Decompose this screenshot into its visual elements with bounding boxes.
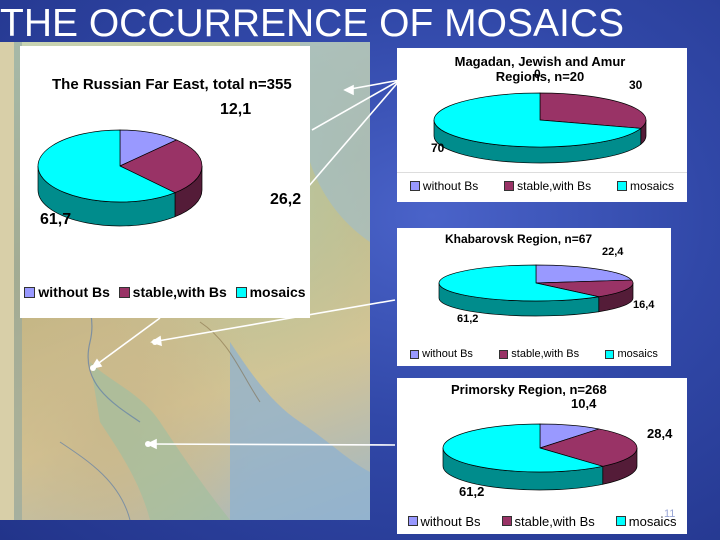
pie-slice-stable-with-bs xyxy=(535,279,634,298)
data-label: 10,4 xyxy=(571,396,597,411)
legend-swatch xyxy=(24,286,36,298)
legend-swatch xyxy=(501,516,512,526)
chart-panel-khabarovsk: Khabarovsk Region, n=67 22,4 16,4 61,2 wit… xyxy=(397,228,671,366)
data-label: 22,4 xyxy=(602,246,624,258)
legend-item-mosaics: mosaics xyxy=(605,348,658,360)
legend-label: mosaics xyxy=(630,179,675,193)
pie-slice-mosaics xyxy=(442,423,603,473)
data-label: 28,4 xyxy=(647,426,673,441)
arrow-line xyxy=(91,317,161,369)
pie-slice-stable-with-bs xyxy=(539,92,647,129)
data-label: 12,1 xyxy=(220,101,251,118)
legend-swatch xyxy=(118,286,130,298)
slide-number: 11 xyxy=(664,508,676,520)
data-label: 0 xyxy=(534,67,541,81)
arrow-line xyxy=(151,299,396,343)
pie-slice-mosaics xyxy=(433,92,642,148)
legend-swatch xyxy=(409,181,420,191)
legend-label: mosaics xyxy=(628,513,677,529)
chart-panel-far-east: The Russian Far East, total n=355 12,1 26… xyxy=(20,46,310,318)
legend-swatch xyxy=(605,349,615,359)
legend-swatch xyxy=(410,349,420,359)
legend-item-mosaics: mosaics xyxy=(235,284,306,300)
pie-slice-stable-with-bs xyxy=(119,139,203,194)
legend-label: mosaics xyxy=(617,348,658,360)
chart-title: Primorsky Region, n=268 xyxy=(451,382,607,397)
legend-swatch xyxy=(235,286,247,298)
legend-swatch xyxy=(499,349,509,359)
legend-item-mosaics: mosaics xyxy=(617,179,674,193)
chart-title: Magadan, Jewish and Amur Regions, n=20 xyxy=(454,54,626,84)
arrow-line xyxy=(147,443,396,446)
data-label: 70 xyxy=(431,141,445,155)
pie-chart-khabarovsk: 22,4 16,4 61,2 xyxy=(438,246,655,325)
chart-panel-magadan: Magadan, Jewish and Amur Regions, n=20 0… xyxy=(397,48,687,202)
legend-label: stable,with Bs xyxy=(132,284,227,300)
chart-legend: without Bs stable,with Bs mosaics xyxy=(397,172,687,199)
legend-swatch xyxy=(407,516,418,526)
legend-label: without Bs xyxy=(420,513,481,529)
arrowhead xyxy=(146,438,157,450)
arrow-line xyxy=(311,79,401,131)
data-label: 61,2 xyxy=(457,313,478,325)
slide-title: THE OCCURRENCE OF MOSAICS xyxy=(0,2,625,45)
chart-legend: without Bs stable,with Bs mosaics xyxy=(20,272,310,312)
legend-swatch xyxy=(504,181,515,191)
legend-item-without-bs: without Bs xyxy=(407,513,481,529)
legend-label: without Bs xyxy=(422,348,473,360)
data-label: 26,2 xyxy=(270,191,301,208)
data-label: 16,4 xyxy=(633,299,655,311)
legend-item-stable: stable,with Bs xyxy=(499,348,579,360)
data-label: 61,2 xyxy=(459,484,484,499)
legend-label: without Bs xyxy=(38,284,110,300)
arrowhead xyxy=(90,358,103,370)
legend-swatch xyxy=(617,181,628,191)
arrowhead xyxy=(150,335,162,347)
pie-slice-mosaics xyxy=(438,264,599,302)
legend-item-mosaics: mosaics xyxy=(615,513,677,529)
chart-legend: without Bs stable,with Bs mosaics xyxy=(397,510,687,532)
legend-item-without-bs: without Bs xyxy=(409,179,479,193)
legend-item-stable: stable,with Bs xyxy=(504,179,591,193)
legend-label: stable,with Bs xyxy=(514,513,595,529)
pie-slice-without-bs xyxy=(535,264,633,284)
legend-item-stable: stable,with Bs xyxy=(501,513,595,529)
legend-item-without-bs: without Bs xyxy=(410,348,473,360)
legend-label: without Bs xyxy=(422,179,479,193)
pie-chart-primorsky: 10,4 28,4 61,2 xyxy=(442,396,673,499)
legend-label: stable,with Bs xyxy=(511,348,580,360)
legend-label: stable,with Bs xyxy=(517,179,592,193)
pie-slice-mosaics xyxy=(37,129,176,203)
chart-panel-primorsky: Primorsky Region, n=268 10,4 28,4 61,2 wit… xyxy=(397,378,687,534)
legend-item-stable: stable,with Bs xyxy=(118,284,227,300)
arrow-line xyxy=(344,79,401,91)
chart-title: Khabarovsk Region, n=67 xyxy=(445,232,593,246)
legend-item-without-bs: without Bs xyxy=(24,284,110,300)
pie-slice-without-bs xyxy=(119,129,178,167)
pie-chart-magadan: 0 30 70 xyxy=(431,67,647,164)
data-label: 30 xyxy=(629,78,643,92)
pie-slice-stable-with-bs xyxy=(538,428,638,467)
chart-title: The Russian Far East, total n=355 xyxy=(52,76,292,93)
legend-swatch xyxy=(615,516,626,526)
chart-legend: without Bs stable,with Bs mosaics xyxy=(397,344,671,364)
legend-label: mosaics xyxy=(249,284,306,300)
data-label: 61,7 xyxy=(40,211,71,228)
arrowhead xyxy=(343,84,354,96)
pie-chart-far-east: 12,1 26,2 61,7 xyxy=(37,101,301,228)
